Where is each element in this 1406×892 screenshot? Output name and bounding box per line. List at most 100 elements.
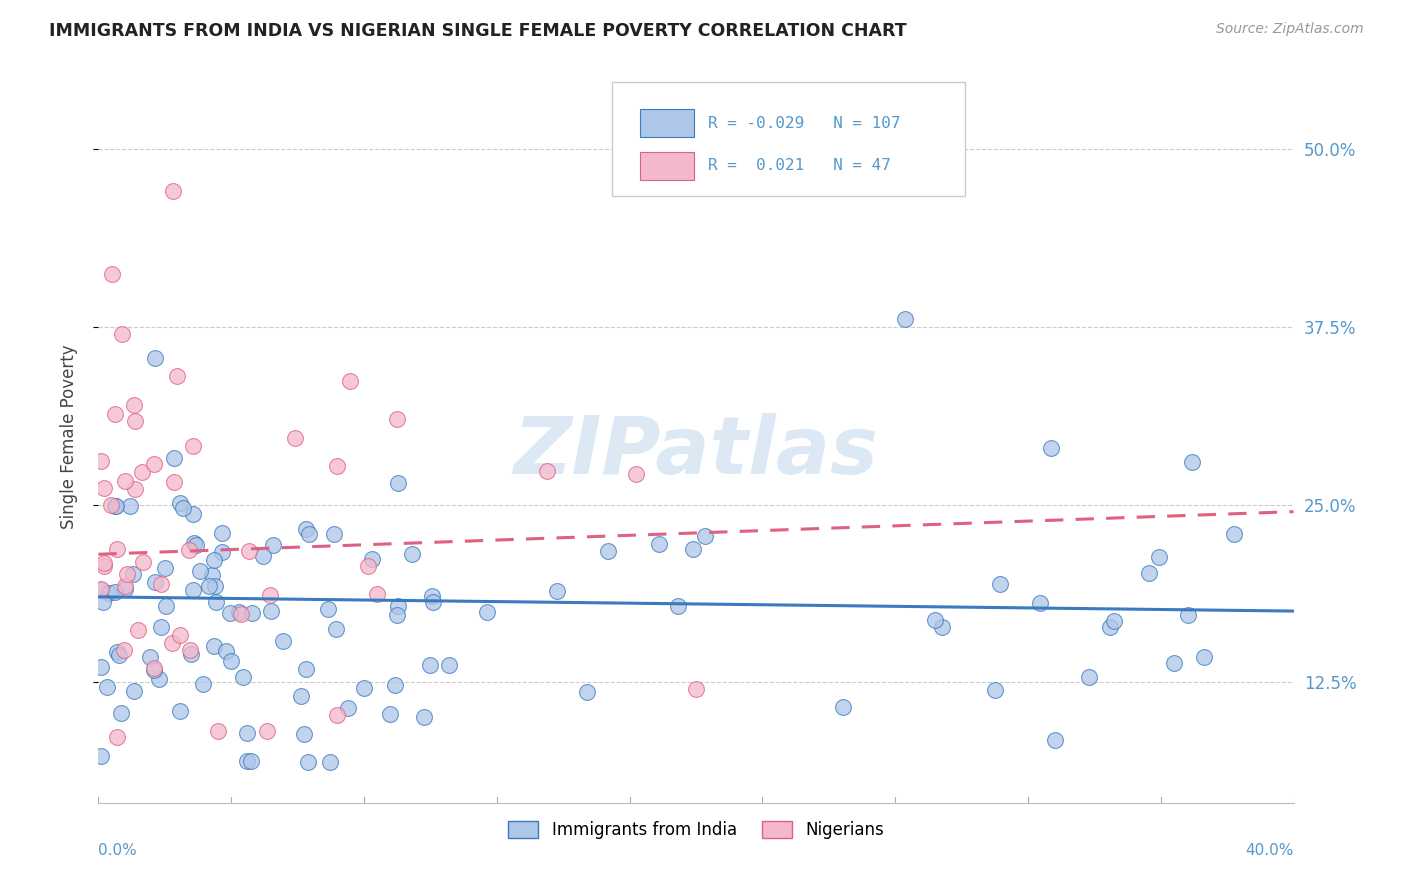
Nigerians (357, 559, 380, 574)
Nigerians (124, 398, 146, 412)
Immigrants from India (211, 545, 233, 559)
Nigerians (107, 731, 129, 745)
Immigrants from India (188, 564, 211, 578)
Immigrants from India (1163, 656, 1185, 670)
Immigrants from India (155, 599, 177, 613)
Immigrants from India (385, 607, 408, 622)
Immigrants from India (1104, 614, 1126, 628)
Immigrants from India (180, 647, 202, 661)
Immigrants from India (384, 678, 406, 692)
Immigrants from India (242, 606, 264, 620)
Nigerians (177, 543, 200, 558)
Immigrants from India (183, 582, 205, 597)
Immigrants from India (110, 706, 132, 721)
Nigerians (111, 326, 134, 341)
Immigrants from India (387, 599, 409, 613)
Immigrants from India (1099, 620, 1122, 634)
Nigerians (115, 567, 138, 582)
Immigrants from India (1077, 670, 1099, 684)
Immigrants from India (143, 351, 166, 365)
Immigrants from India (475, 605, 498, 619)
Text: Source: ZipAtlas.com: Source: ZipAtlas.com (1216, 22, 1364, 37)
Immigrants from India (401, 547, 423, 561)
Immigrants from India (198, 579, 221, 593)
Immigrants from India (437, 657, 460, 672)
Nigerians (166, 369, 188, 384)
Immigrants from India (204, 595, 226, 609)
Immigrants from India (682, 541, 704, 556)
Immigrants from India (104, 500, 127, 514)
Immigrants from India (143, 574, 166, 589)
Immigrants from India (1040, 442, 1063, 456)
Nigerians (90, 453, 112, 467)
Immigrants from India (295, 522, 318, 536)
Immigrants from India (211, 526, 233, 541)
Immigrants from India (1192, 649, 1215, 664)
Immigrants from India (832, 699, 855, 714)
Immigrants from India (988, 576, 1011, 591)
Text: R =  0.021   N = 47: R = 0.021 N = 47 (709, 158, 891, 173)
Nigerians (326, 459, 349, 474)
Immigrants from India (290, 689, 312, 703)
Nigerians (114, 579, 136, 593)
Immigrants from India (598, 544, 620, 558)
Immigrants from India (236, 754, 259, 768)
Nigerians (101, 268, 124, 282)
Immigrants from India (120, 499, 142, 513)
Nigerians (114, 474, 136, 488)
Immigrants from India (262, 538, 284, 552)
Immigrants from India (575, 685, 598, 699)
Immigrants from India (1147, 549, 1170, 564)
Immigrants from India (693, 529, 716, 543)
Immigrants from India (104, 585, 127, 599)
Immigrants from India (183, 508, 205, 522)
Immigrants from India (1137, 566, 1160, 580)
Text: ZIPatlas: ZIPatlas (513, 413, 879, 491)
Nigerians (284, 431, 307, 445)
Immigrants from India (336, 701, 359, 715)
Immigrants from India (183, 535, 205, 549)
Immigrants from India (412, 710, 434, 724)
Nigerians (93, 481, 115, 495)
Immigrants from India (378, 707, 401, 722)
Nigerians (105, 542, 128, 557)
Nigerians (685, 682, 707, 697)
Immigrants from India (931, 620, 953, 634)
Nigerians (256, 724, 278, 739)
Immigrants from India (172, 500, 194, 515)
Immigrants from India (139, 649, 162, 664)
Immigrants from India (142, 664, 165, 678)
Immigrants from India (148, 672, 170, 686)
Immigrants from India (252, 549, 274, 563)
Immigrants from India (325, 622, 347, 636)
Immigrants from India (162, 451, 184, 466)
Immigrants from India (666, 599, 689, 613)
Immigrants from India (546, 583, 568, 598)
Immigrants from India (184, 538, 207, 552)
Nigerians (385, 412, 409, 426)
Nigerians (143, 661, 166, 675)
Immigrants from India (1177, 607, 1199, 622)
Immigrants from India (420, 589, 443, 603)
Nigerians (326, 708, 349, 723)
Immigrants from India (96, 680, 118, 694)
Y-axis label: Single Female Poverty: Single Female Poverty (59, 345, 77, 529)
Nigerians (366, 586, 388, 600)
Immigrants from India (202, 639, 225, 653)
Nigerians (132, 555, 155, 569)
Immigrants from India (316, 602, 339, 616)
Immigrants from India (214, 644, 236, 658)
Nigerians (90, 582, 112, 596)
Immigrants from India (260, 603, 283, 617)
Immigrants from India (114, 582, 136, 596)
Immigrants from India (228, 605, 250, 619)
Immigrants from India (218, 606, 240, 620)
Immigrants from India (191, 676, 214, 690)
Text: 0.0%: 0.0% (98, 843, 138, 858)
Nigerians (162, 636, 184, 650)
Immigrants from India (648, 537, 671, 551)
Immigrants from India (271, 634, 294, 648)
Nigerians (127, 623, 149, 637)
Immigrants from India (90, 660, 112, 674)
Nigerians (143, 457, 166, 471)
